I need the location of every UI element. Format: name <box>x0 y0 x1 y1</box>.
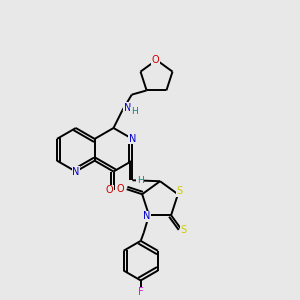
Text: S: S <box>181 225 187 236</box>
Text: S: S <box>177 186 183 196</box>
Text: O: O <box>117 184 124 194</box>
Text: N: N <box>124 103 131 112</box>
Text: N: N <box>143 211 151 221</box>
Text: N: N <box>129 134 136 144</box>
Text: H: H <box>131 107 137 116</box>
Text: H: H <box>137 176 144 185</box>
Text: O: O <box>152 55 159 65</box>
Text: N: N <box>72 167 80 176</box>
Text: O: O <box>106 185 113 195</box>
Text: F: F <box>138 287 143 297</box>
